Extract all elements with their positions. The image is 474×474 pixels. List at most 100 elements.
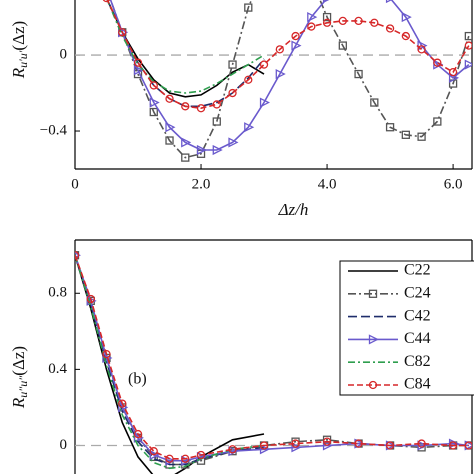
legend-label: C44 bbox=[404, 330, 431, 347]
series-line bbox=[109, 0, 470, 151]
marker bbox=[196, 450, 206, 460]
marker-group bbox=[401, 31, 410, 41]
marker bbox=[448, 441, 458, 450]
marker-group bbox=[228, 445, 237, 454]
marker-group bbox=[291, 439, 300, 448]
series-line bbox=[106, 0, 265, 98]
legend-marker bbox=[368, 289, 378, 298]
marker bbox=[149, 97, 160, 108]
marker bbox=[417, 439, 426, 448]
marker bbox=[370, 98, 379, 107]
marker-group bbox=[370, 98, 379, 107]
marker-group bbox=[102, 349, 111, 359]
marker-group bbox=[338, 41, 347, 50]
marker-group bbox=[244, 3, 253, 12]
marker-group bbox=[448, 441, 458, 450]
marker bbox=[464, 59, 472, 70]
marker bbox=[196, 144, 207, 156]
marker-group bbox=[181, 137, 192, 148]
marker-group bbox=[149, 107, 158, 117]
marker-group bbox=[118, 399, 127, 408]
y-label-sub: u″u″ bbox=[16, 375, 30, 398]
marker bbox=[244, 3, 253, 12]
marker-group bbox=[118, 28, 127, 37]
marker bbox=[417, 45, 426, 54]
marker-group bbox=[385, 441, 395, 450]
marker bbox=[275, 69, 286, 80]
marker bbox=[149, 81, 158, 90]
marker bbox=[417, 132, 426, 141]
marker-group bbox=[322, 0, 330, 4]
marker bbox=[464, 41, 472, 50]
marker-group bbox=[196, 450, 206, 460]
marker-group bbox=[75, 251, 80, 260]
marker bbox=[149, 107, 158, 117]
marker bbox=[385, 0, 393, 4]
marker bbox=[118, 28, 127, 37]
y-tick-label: 0.8 bbox=[48, 285, 67, 301]
marker bbox=[212, 144, 223, 156]
marker-group bbox=[165, 454, 174, 463]
marker-group bbox=[291, 40, 302, 51]
marker-group bbox=[259, 444, 271, 455]
marker bbox=[181, 153, 190, 162]
marker bbox=[464, 441, 472, 450]
marker bbox=[244, 122, 255, 133]
marker-group bbox=[259, 97, 271, 108]
marker-group bbox=[259, 60, 269, 69]
marker-group bbox=[133, 432, 144, 443]
marker-group bbox=[307, 22, 316, 31]
marker bbox=[102, 0, 111, 3]
series-line bbox=[75, 254, 265, 470]
y-tick-label: 0 bbox=[60, 437, 68, 453]
marker bbox=[385, 24, 395, 33]
annotation: (b) bbox=[128, 371, 147, 388]
marker-group bbox=[149, 97, 160, 108]
x-axis-label: Δz/h bbox=[278, 200, 309, 219]
y-label-sub: u′u′ bbox=[16, 50, 30, 68]
y-label-base: R bbox=[9, 397, 28, 409]
marker-group bbox=[212, 144, 223, 156]
marker bbox=[165, 94, 174, 103]
marker bbox=[291, 439, 300, 448]
marker bbox=[354, 16, 363, 26]
marker bbox=[86, 294, 95, 304]
marker-group bbox=[133, 58, 143, 67]
marker-group bbox=[228, 60, 237, 69]
x-tick-label: 6.0 bbox=[444, 176, 463, 192]
marker-group bbox=[228, 137, 239, 148]
marker bbox=[133, 58, 143, 67]
marker bbox=[307, 22, 316, 31]
marker bbox=[322, 12, 332, 22]
marker bbox=[385, 441, 395, 450]
marker-group bbox=[433, 58, 442, 67]
marker bbox=[102, 349, 111, 359]
marker bbox=[307, 12, 318, 23]
marker-group bbox=[464, 59, 472, 70]
marker-group bbox=[464, 41, 472, 50]
marker-group bbox=[181, 454, 190, 463]
marker-group bbox=[259, 441, 269, 450]
marker bbox=[133, 432, 144, 443]
legend-label: C42 bbox=[404, 307, 431, 324]
marker bbox=[75, 251, 80, 260]
legend-box bbox=[339, 260, 474, 396]
legend: C22 C24 C42 C44 C82 C84 bbox=[339, 260, 474, 396]
marker-group bbox=[322, 12, 332, 22]
marker bbox=[275, 45, 284, 54]
marker bbox=[102, 352, 113, 364]
marker-group bbox=[354, 16, 363, 26]
marker bbox=[322, 440, 334, 451]
marker-group bbox=[212, 100, 221, 109]
marker bbox=[433, 117, 442, 126]
legend-label: C22 bbox=[404, 262, 431, 279]
marker bbox=[228, 88, 237, 98]
marker-group bbox=[149, 449, 160, 461]
legend-label: C24 bbox=[404, 284, 431, 301]
marker bbox=[322, 18, 332, 27]
marker-group bbox=[401, 130, 410, 139]
marker-group bbox=[464, 441, 472, 450]
marker-group bbox=[385, 24, 395, 33]
x-tick-label: 4.0 bbox=[318, 176, 337, 192]
